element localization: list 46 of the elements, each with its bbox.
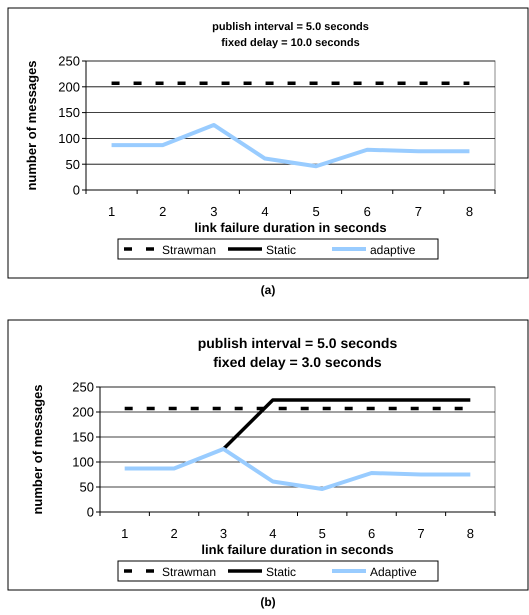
x-tick-label: 2 (159, 204, 166, 219)
x-tick-label: 7 (414, 204, 422, 219)
y-axis-title: number of messages (30, 384, 45, 515)
x-axis-title: link failure duration in seconds (201, 542, 394, 557)
x-tick-label: 1 (121, 526, 128, 541)
y-tick-label: 250 (58, 54, 80, 69)
y-tick-label: 0 (72, 182, 80, 198)
x-tick-label: 5 (312, 204, 320, 219)
x-tick-label: 3 (220, 526, 228, 541)
line-series (122, 447, 472, 491)
text: (b) (260, 595, 276, 609)
legend-label: Adaptive (370, 565, 418, 579)
y-tick-label: 50 (66, 156, 80, 172)
chart-subtitle: fixed delay = 10.0 seconds (221, 37, 360, 49)
x-tick-label: 7 (417, 526, 425, 541)
chart-subtitle: fixed delay = 3.0 seconds (213, 354, 382, 370)
y-tick-label: 0 (86, 504, 94, 520)
y-tick-label: 150 (72, 430, 94, 445)
x-axis-title: link failure duration in seconds (194, 220, 387, 235)
y-tick-label: 200 (72, 404, 94, 420)
x-tick-label: 8 (466, 204, 474, 219)
x-tick-label: 2 (170, 526, 178, 541)
x-tick-label: 1 (108, 204, 116, 219)
legend-label: Static (266, 565, 296, 579)
legend-label: Strawman (162, 243, 216, 257)
x-tick-label: 5 (318, 526, 326, 541)
legend-label: Static (266, 243, 296, 257)
y-tick-label: 150 (58, 105, 80, 120)
line-series (110, 122, 472, 168)
chart-title: publish interval = 5.0 seconds (198, 335, 398, 351)
chart-title: publish interval = 5.0 seconds (212, 21, 369, 33)
text: (a) (260, 283, 276, 297)
y-tick-label: 250 (72, 380, 94, 395)
x-tick-label: 4 (269, 526, 276, 541)
x-tick-label: 4 (261, 204, 269, 219)
legend-label: adaptive (370, 243, 416, 257)
y-tick-label: 200 (58, 79, 80, 94)
x-tick-label: 6 (364, 204, 371, 219)
x-tick-label: 6 (368, 526, 376, 541)
legend-label: Strawman (162, 565, 216, 579)
y-tick-label: 50 (80, 480, 94, 495)
y-tick-label: 100 (58, 130, 80, 146)
y-axis-title: number of messages (24, 60, 39, 191)
y-tick-label: 100 (72, 454, 94, 470)
x-tick-label: 8 (466, 526, 474, 541)
x-tick-label: 3 (210, 204, 218, 219)
